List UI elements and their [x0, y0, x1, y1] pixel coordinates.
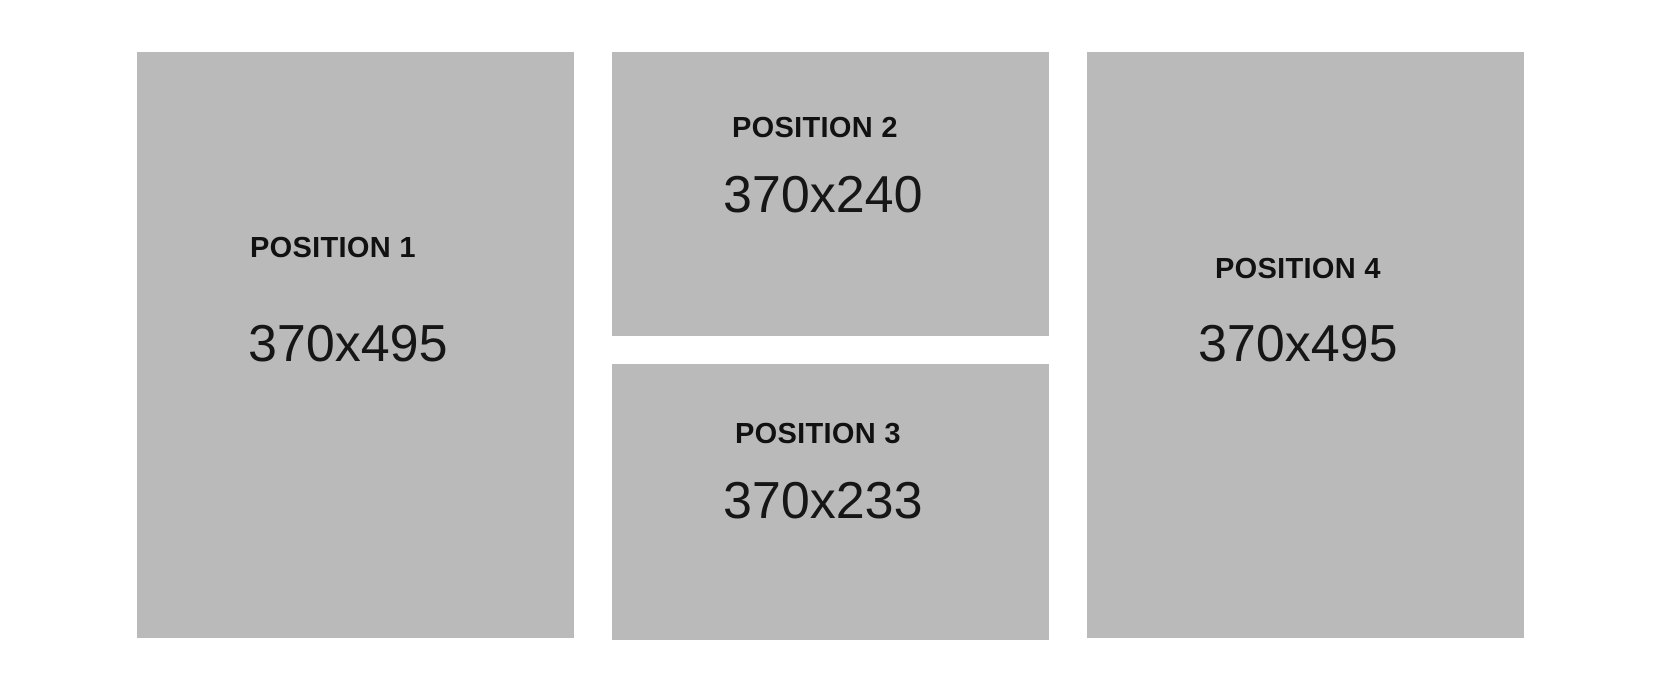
- position-4-label: POSITION 4: [1215, 253, 1381, 285]
- position-3-size: 370x233: [723, 472, 923, 530]
- placeholder-position-3: POSITION 3 370x233: [612, 364, 1049, 640]
- placeholder-position-2: POSITION 2 370x240: [612, 52, 1049, 336]
- position-2-size: 370x240: [723, 166, 923, 224]
- placeholder-position-4: POSITION 4 370x495: [1087, 52, 1524, 638]
- placeholder-position-1: POSITION 1 370x495: [137, 52, 574, 638]
- position-3-label: POSITION 3: [735, 418, 901, 450]
- position-1-label: POSITION 1: [250, 232, 416, 264]
- position-4-size: 370x495: [1198, 315, 1398, 373]
- position-2-label: POSITION 2: [732, 112, 898, 144]
- position-1-size: 370x495: [248, 315, 448, 373]
